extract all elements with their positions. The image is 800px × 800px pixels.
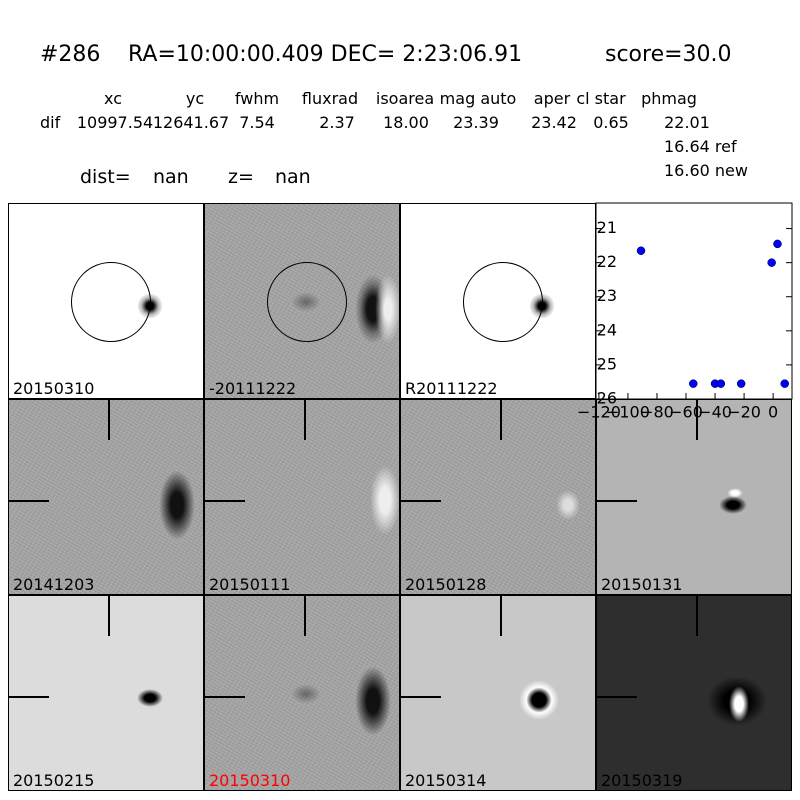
panel-label: 20141203: [13, 575, 95, 594]
extra-cell: 16.64 ref: [664, 137, 737, 156]
point: [780, 379, 789, 388]
point: [767, 258, 776, 267]
cell: 18.00: [383, 113, 429, 132]
row-label: dif: [40, 113, 61, 132]
cell: 10997.54: [76, 113, 154, 132]
z-label: z=: [228, 166, 254, 188]
column-header: fwhm: [234, 89, 280, 108]
image-panel: 20150128: [400, 399, 596, 595]
point: [736, 379, 746, 388]
y-tick-label: 24: [597, 320, 617, 339]
panel-label: 20150128: [405, 575, 487, 594]
y-tick-label: 23: [597, 286, 617, 305]
panel-label: 20150314: [405, 771, 487, 790]
cell: 2.37: [319, 113, 355, 132]
x-tick-label: −120: [577, 403, 621, 422]
image-panel: 20150319: [596, 595, 792, 791]
x-tick-label: −40: [698, 403, 732, 422]
y-tick-label: 21: [597, 218, 617, 237]
scatter-chart: 21 22 23 24 25 26−120−100−80−60−40−20 0: [577, 202, 793, 422]
cell: 23.42: [531, 113, 577, 132]
image-panel: 20150314: [400, 595, 596, 791]
image-panel: -20111222: [204, 203, 400, 399]
column-header: phmag: [641, 89, 697, 108]
image-panel: 20141203: [8, 399, 204, 595]
dist-value: nan: [153, 166, 189, 188]
column-header: aper: [533, 89, 571, 108]
point: [716, 379, 726, 388]
y-tick-label: 22: [597, 252, 617, 271]
x-tick-label: −80: [640, 403, 674, 422]
column-header: cl star: [576, 89, 626, 108]
panel-label: 20150131: [601, 575, 683, 594]
extra-cell: 16.60 new: [664, 161, 748, 180]
image-panel: 20150111: [204, 399, 400, 595]
panel-label: R20111222: [405, 379, 498, 398]
cell: 0.65: [593, 113, 629, 132]
panel-label: 20150310: [209, 771, 291, 790]
column-header: mag auto: [439, 89, 517, 108]
coordinates: RA=10:00:00.409 DEC= 2:23:06.91: [128, 42, 523, 67]
image-panel: R20111222: [400, 203, 596, 399]
candidate-id: #286: [40, 42, 101, 67]
panel-label: -20111222: [209, 379, 297, 398]
point: [636, 246, 646, 255]
panel-label: 20150310: [13, 379, 95, 398]
panel-label: 20150111: [209, 575, 291, 594]
column-header: xc: [104, 89, 122, 108]
point: [773, 239, 782, 249]
x-tick-label: −60: [669, 403, 703, 422]
column-header: yc: [185, 89, 205, 108]
z-value: nan: [275, 166, 311, 188]
cell: 12641.67: [152, 113, 230, 132]
column-header: isoarea: [375, 89, 435, 108]
point: [689, 379, 698, 388]
image-panel: 20150310: [204, 595, 400, 791]
plot-frame: [595, 202, 793, 400]
column-header: fluxrad: [301, 89, 359, 108]
x-tick-label: −20: [727, 403, 761, 422]
dist-label: dist=: [80, 166, 131, 188]
x-tick-label: 0: [768, 403, 778, 422]
y-tick-label: 26: [597, 389, 617, 408]
image-panel: 20150310: [8, 203, 204, 399]
cell: 23.39: [453, 113, 499, 132]
image-panel: 20150215: [8, 595, 204, 791]
x-tick-label: −100: [606, 403, 650, 422]
y-tick-label: 25: [597, 354, 617, 373]
score: score=30.0: [605, 42, 732, 67]
panel-label: 20150215: [13, 771, 95, 790]
panel-label: 20150319: [601, 771, 683, 790]
cell: 7.54: [239, 113, 275, 132]
cell: 22.01: [664, 113, 710, 132]
